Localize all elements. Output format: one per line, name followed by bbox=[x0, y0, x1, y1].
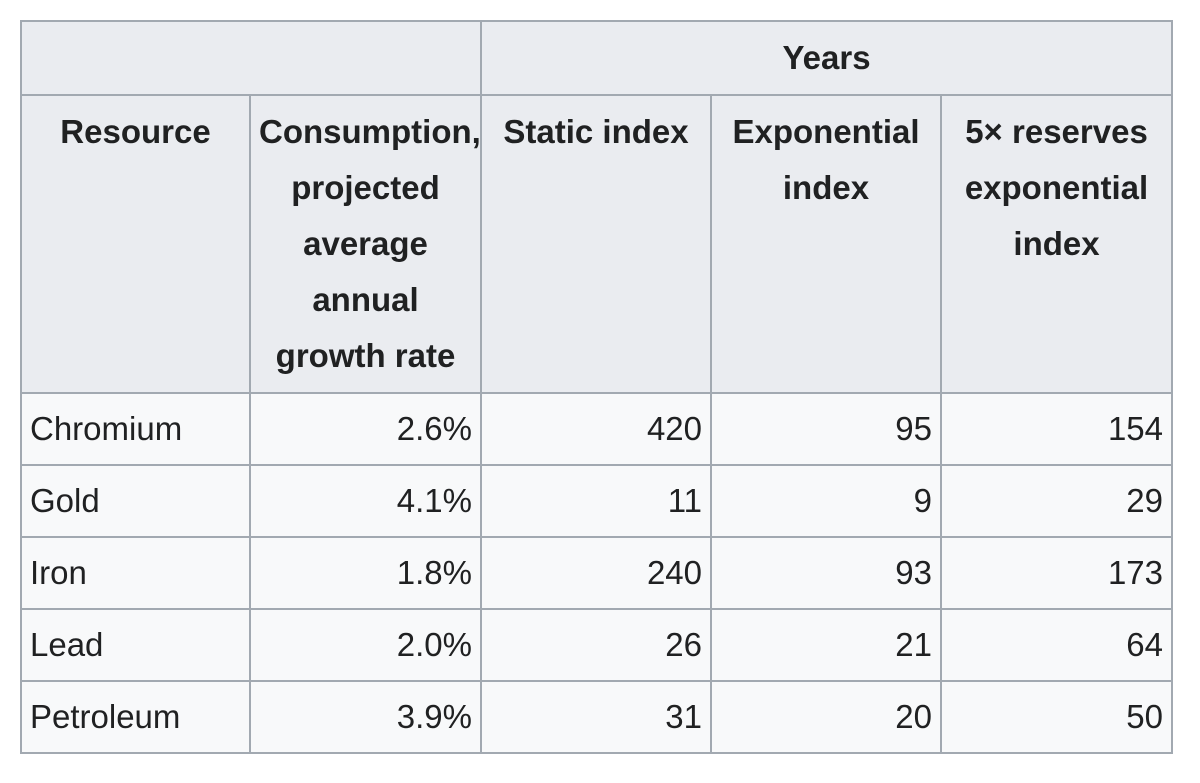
resource-depletion-table: Years Resource Consumption, projected av… bbox=[20, 20, 1174, 754]
exponential-index-cell: 9 bbox=[710, 464, 942, 538]
table-row: Gold 4.1% 11 9 29 bbox=[20, 464, 1174, 538]
resource-cell: Iron bbox=[20, 536, 251, 610]
resource-cell: Gold bbox=[20, 464, 251, 538]
growth-rate-cell: 4.1% bbox=[249, 464, 482, 538]
table-row: Iron 1.8% 240 93 173 bbox=[20, 536, 1174, 610]
consumption-header: Consumption, projected average annual gr… bbox=[249, 94, 482, 394]
reserves-index-cell: 173 bbox=[939, 536, 1174, 610]
exponential-index-header: Exponential index bbox=[710, 94, 942, 394]
column-header-row: Resource Consumption, projected average … bbox=[20, 94, 1174, 394]
growth-rate-cell: 3.9% bbox=[249, 680, 482, 754]
growth-rate-cell: 1.8% bbox=[249, 536, 482, 610]
growth-rate-cell: 2.0% bbox=[249, 608, 482, 682]
exponential-index-cell: 95 bbox=[710, 392, 942, 466]
static-index-cell: 26 bbox=[480, 608, 712, 682]
resource-cell: Chromium bbox=[20, 392, 251, 466]
group-header-row: Years bbox=[20, 20, 1174, 96]
static-index-cell: 11 bbox=[480, 464, 712, 538]
reserves-index-cell: 50 bbox=[939, 680, 1174, 754]
reserves-index-cell: 154 bbox=[939, 392, 1174, 466]
resource-header: Resource bbox=[20, 94, 251, 394]
static-index-header: Static index bbox=[480, 94, 712, 394]
reserves-index-cell: 64 bbox=[939, 608, 1174, 682]
static-index-cell: 420 bbox=[480, 392, 712, 466]
years-group-header: Years bbox=[479, 20, 1174, 96]
empty-header-cell bbox=[20, 20, 482, 96]
resource-cell: Lead bbox=[20, 608, 251, 682]
resource-cell: Petroleum bbox=[20, 680, 251, 754]
table-row: Chromium 2.6% 420 95 154 bbox=[20, 392, 1174, 466]
exponential-index-cell: 93 bbox=[710, 536, 942, 610]
exponential-index-cell: 21 bbox=[710, 608, 942, 682]
static-index-cell: 240 bbox=[480, 536, 712, 610]
table-row: Lead 2.0% 26 21 64 bbox=[20, 608, 1174, 682]
reserves-index-cell: 29 bbox=[939, 464, 1174, 538]
static-index-cell: 31 bbox=[480, 680, 712, 754]
exponential-index-cell: 20 bbox=[710, 680, 942, 754]
growth-rate-cell: 2.6% bbox=[249, 392, 482, 466]
reserves-index-header: 5× reserves exponential index bbox=[939, 94, 1174, 394]
table-row: Petroleum 3.9% 31 20 50 bbox=[20, 680, 1174, 754]
